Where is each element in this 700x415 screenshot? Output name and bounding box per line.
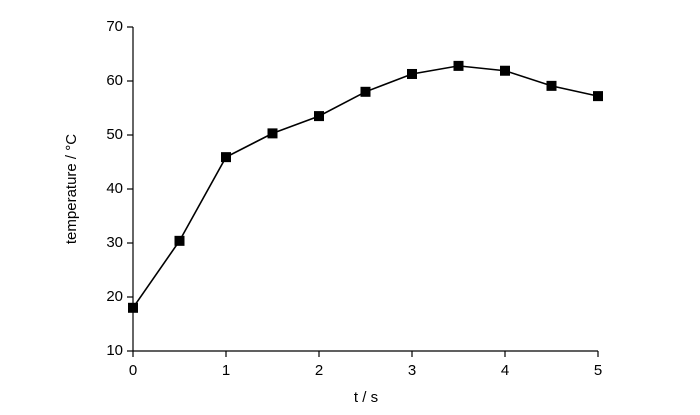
data-marker [360,86,371,97]
data-marker [128,302,138,313]
y-tick-label: 50 [106,126,123,143]
x-tick-label: 4 [501,362,509,379]
data-line [132,65,599,309]
y-tick-label: 10 [106,342,123,359]
y-tick-label: 20 [106,288,123,305]
x-axis-label: t / s [354,389,378,406]
data-marker [593,91,603,102]
y-tick-label: 60 [106,72,123,89]
data-marker [267,128,278,139]
data-marker [500,65,510,76]
data-marker [546,80,557,91]
x-tick-label: 2 [315,362,323,379]
x-tick-label: 5 [594,362,602,379]
x-tick-label: 1 [222,362,230,379]
data-marker [453,60,464,71]
x-tick-label: 3 [408,362,416,379]
y-tick-label: 30 [106,234,123,251]
x-tick-label: 0 [129,362,137,379]
y-tick-label: 40 [106,180,123,197]
data-marker [174,235,185,246]
y-axis-label: temperature / °C [63,134,80,244]
data-marker [314,111,324,122]
y-tick-label: 70 [106,18,123,35]
data-marker [407,68,417,79]
data-marker [221,152,231,163]
